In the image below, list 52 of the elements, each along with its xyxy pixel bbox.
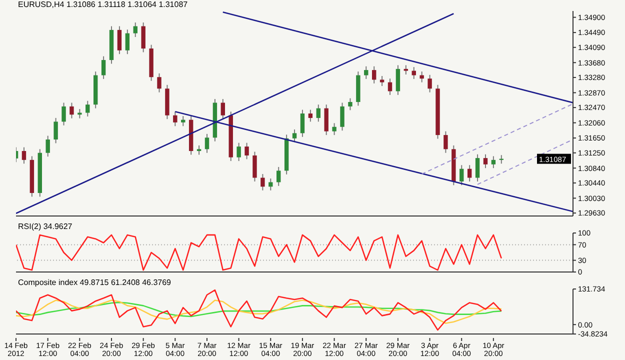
- candlestick: [70, 102, 74, 119]
- candlestick: [46, 135, 50, 158]
- candlestick: [324, 104, 328, 136]
- candlestick: [141, 22, 146, 53]
- chart-title: EURUSD,H4 1.31086 1.31118 1.31064 1.31087: [18, 0, 188, 10]
- candlestick: [308, 109, 313, 122]
- candlestick: [101, 56, 106, 80]
- candlestick: [196, 144, 202, 156]
- candlestick: [404, 64, 408, 76]
- line-series: [16, 289, 502, 331]
- candlestick: [428, 74, 432, 93]
- candlestick: [117, 26, 122, 55]
- line-series: [16, 234, 502, 271]
- candlestick: [420, 71, 424, 83]
- chart-title: Composite index 49.8715 61.2408 46.3769: [18, 278, 172, 288]
- line-series: [16, 300, 502, 324]
- candlestick: [133, 22, 138, 38]
- candlestick: [62, 102, 66, 126]
- candlestick: [292, 128, 297, 143]
- candlestick: [316, 104, 320, 122]
- line-series: [16, 302, 502, 318]
- candlestick: [300, 109, 305, 138]
- candlestick: [244, 142, 249, 160]
- candlestick: [181, 116, 186, 127]
- candlestick: [252, 151, 257, 182]
- candlestick: [388, 78, 392, 96]
- chart-title: RSI(2) 34.9627: [18, 222, 72, 232]
- candlestick: [364, 66, 368, 80]
- candlestick: [86, 100, 90, 117]
- candlestick: [340, 102, 344, 132]
- candlestick: [268, 178, 273, 191]
- candlestick: [22, 146, 26, 164]
- candlestick: [220, 98, 226, 120]
- candlestick: [396, 64, 400, 96]
- candlestick: [204, 133, 210, 154]
- candlestick: [54, 117, 58, 144]
- candlestick: [460, 164, 464, 186]
- candlestick: [260, 174, 265, 191]
- candlestick: [467, 164, 472, 182]
- candlestick: [125, 29, 130, 55]
- candlestick: [332, 122, 336, 136]
- candlestick: [380, 75, 384, 87]
- candlestick: [348, 98, 352, 111]
- candlestick: [173, 111, 178, 127]
- candlestick: [491, 156, 496, 169]
- candlestick: [276, 166, 281, 186]
- candlestick: [444, 130, 448, 154]
- candlestick: [157, 72, 162, 93]
- candlestick: [372, 66, 376, 84]
- candlestick: [236, 142, 241, 162]
- candlestick: [483, 154, 488, 169]
- candlestick: [475, 154, 480, 182]
